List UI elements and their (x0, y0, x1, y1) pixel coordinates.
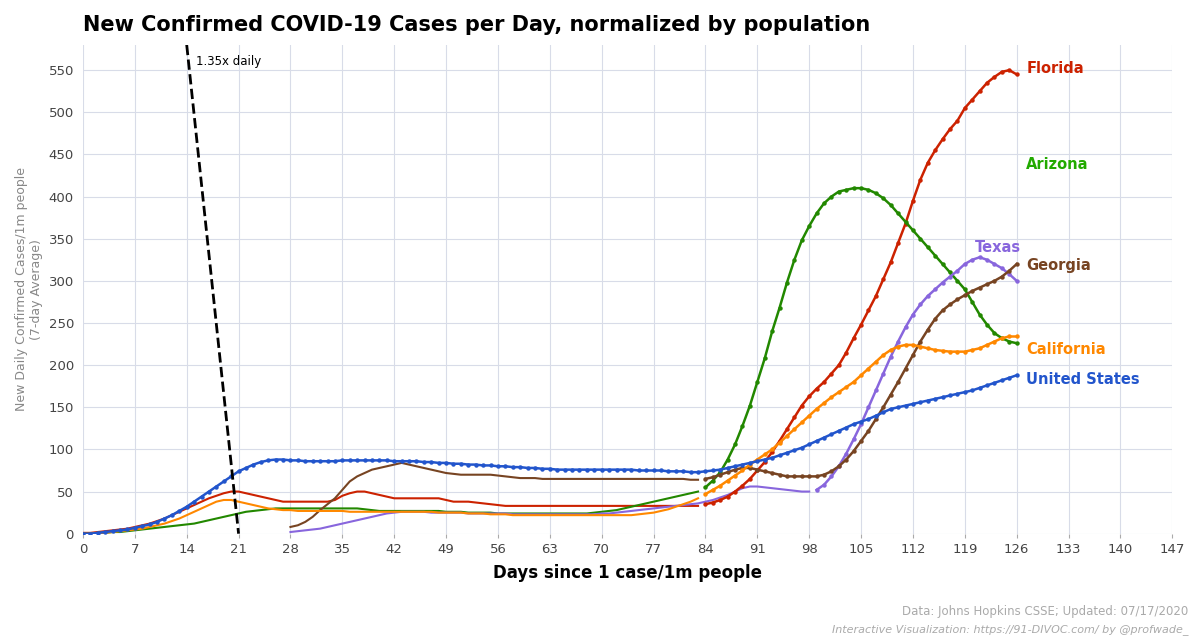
Text: 1.35x daily: 1.35x daily (196, 55, 260, 68)
Text: Texas: Texas (974, 239, 1020, 255)
Y-axis label: New Daily Confirmed Cases/1m people
(7-day Average): New Daily Confirmed Cases/1m people (7-d… (14, 168, 43, 412)
Text: New Confirmed COVID-19 Cases per Day, normalized by population: New Confirmed COVID-19 Cases per Day, no… (83, 15, 870, 35)
Text: United States: United States (1026, 372, 1140, 387)
Text: Florida: Florida (1026, 61, 1084, 76)
Text: California: California (1026, 342, 1106, 358)
X-axis label: Days since 1 case/1m people: Days since 1 case/1m people (493, 564, 762, 582)
Text: Arizona: Arizona (1026, 157, 1088, 172)
Text: Georgia: Georgia (1026, 258, 1091, 273)
Text: Data: Johns Hopkins CSSE; Updated: 07/17/2020: Data: Johns Hopkins CSSE; Updated: 07/17… (901, 605, 1188, 618)
Text: Interactive Visualization: https://91-DIVOC.com/ by @profwade_: Interactive Visualization: https://91-DI… (832, 625, 1188, 636)
